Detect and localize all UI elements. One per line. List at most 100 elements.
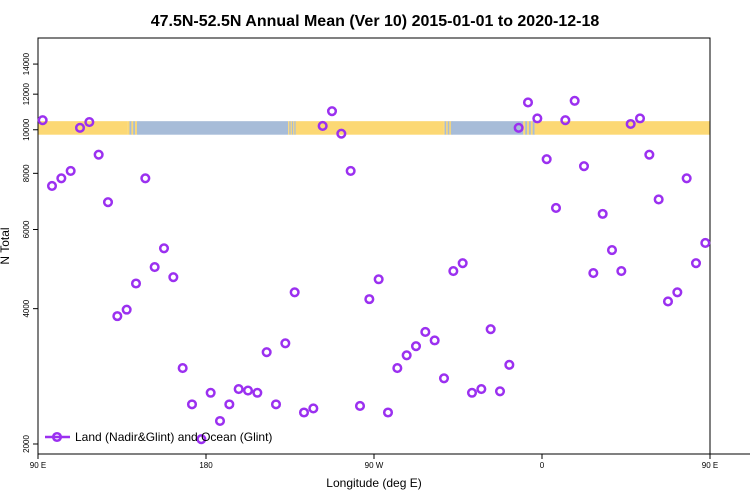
data-point: [74, 122, 86, 133]
data-point: [700, 237, 711, 249]
chart-title: 47.5N-52.5N Annual Mean (Ver 10) 2015-01…: [151, 13, 600, 30]
band-segment-mixed: [293, 121, 295, 135]
band-segment-mixed: [444, 121, 447, 135]
data-point: [270, 399, 282, 410]
data-point: [662, 296, 674, 307]
data-point: [373, 274, 384, 285]
data-point: [196, 434, 207, 445]
x-tick-label: 90 E: [702, 461, 718, 470]
data-point: [242, 385, 254, 396]
data-point: [560, 115, 571, 126]
data-point: [186, 399, 198, 410]
data-point: [364, 294, 375, 305]
band-segment-mixed: [530, 121, 533, 135]
data-point: [354, 400, 366, 412]
band-segment-mixed: [528, 121, 532, 135]
data-point: [84, 117, 95, 128]
data-point: [252, 387, 263, 398]
band-segment-mixed: [449, 121, 452, 135]
data-point: [205, 387, 216, 398]
x-tick-label: 90 E: [30, 461, 46, 470]
band-segment-mixed: [289, 121, 291, 135]
y-axis-label: N Total: [0, 227, 12, 264]
data-point: [448, 265, 459, 277]
band-segment-land: [534, 121, 710, 135]
data-point: [317, 120, 328, 131]
x-tick-label: 180: [199, 461, 213, 470]
data-point: [410, 341, 422, 352]
data-point: [588, 268, 599, 279]
data-point: [634, 113, 646, 124]
data-point: [466, 387, 478, 398]
data-point: [298, 407, 310, 418]
y-tick-label: 6000: [22, 220, 31, 238]
data-point: [308, 403, 319, 414]
data-point: [532, 113, 543, 124]
data-point: [280, 338, 291, 349]
data-point: [597, 208, 608, 219]
data-point: [420, 326, 431, 338]
data-point: [336, 128, 347, 139]
data-point: [392, 363, 403, 374]
data-point: [457, 258, 468, 269]
band-segment-mixed: [450, 121, 453, 135]
data-point: [261, 347, 272, 358]
data-point: [326, 106, 338, 117]
y-axis: 2000 4000 6000 8000 10000 12000 14000: [22, 52, 38, 453]
data-point: [214, 415, 226, 427]
data-point: [690, 258, 702, 269]
band-segment-mixed: [131, 121, 134, 135]
data-point: [541, 154, 552, 165]
data-point: [522, 97, 534, 108]
data-point: [158, 243, 170, 254]
y-tick-label: 14000: [22, 52, 31, 75]
band-segment-ocean: [452, 121, 524, 135]
data-point: [149, 262, 160, 273]
band-segment-mixed: [136, 121, 140, 135]
band-segment-mixed: [127, 121, 130, 135]
data-series: [37, 95, 711, 445]
band-segment-land: [295, 121, 444, 135]
band-segment-mixed: [133, 121, 136, 135]
band-segment-mixed: [447, 121, 450, 135]
data-point: [46, 180, 58, 191]
data-point: [130, 278, 142, 289]
band-segment-mixed: [527, 121, 530, 135]
data-point: [494, 386, 506, 397]
band-segment-mixed: [135, 121, 138, 135]
band-segment-mixed: [291, 121, 294, 135]
data-point: [550, 202, 562, 214]
data-point: [93, 149, 104, 160]
band-segment-mixed: [288, 121, 290, 135]
data-point: [140, 173, 151, 184]
data-point: [121, 304, 132, 315]
data-point: [382, 407, 394, 418]
data-point: [644, 149, 655, 160]
band-segment-mixed: [525, 121, 528, 135]
data-point: [102, 197, 114, 208]
band-segment-mixed: [129, 121, 132, 135]
data-point: [401, 350, 412, 361]
data-point: [681, 173, 692, 184]
x-tick-label: 0: [540, 461, 545, 470]
y-tick-label: 4000: [22, 299, 31, 317]
data-point: [672, 287, 683, 298]
data-point: [653, 194, 664, 205]
x-axis-label: Longitude (deg E): [326, 476, 421, 490]
x-tick-label: 90 W: [365, 461, 384, 470]
data-point: [177, 363, 188, 374]
data-point: [476, 383, 487, 395]
data-point: [606, 245, 618, 256]
data-point: [37, 115, 48, 126]
data-point: [345, 165, 356, 176]
data-point: [65, 165, 76, 176]
land-ocean-band: [38, 121, 710, 135]
y-tick-label: 8000: [22, 164, 31, 182]
data-point: [112, 311, 123, 322]
data-point: [438, 373, 450, 384]
data-point: [56, 173, 67, 184]
data-point: [513, 122, 524, 133]
band-segment-mixed: [532, 121, 535, 135]
